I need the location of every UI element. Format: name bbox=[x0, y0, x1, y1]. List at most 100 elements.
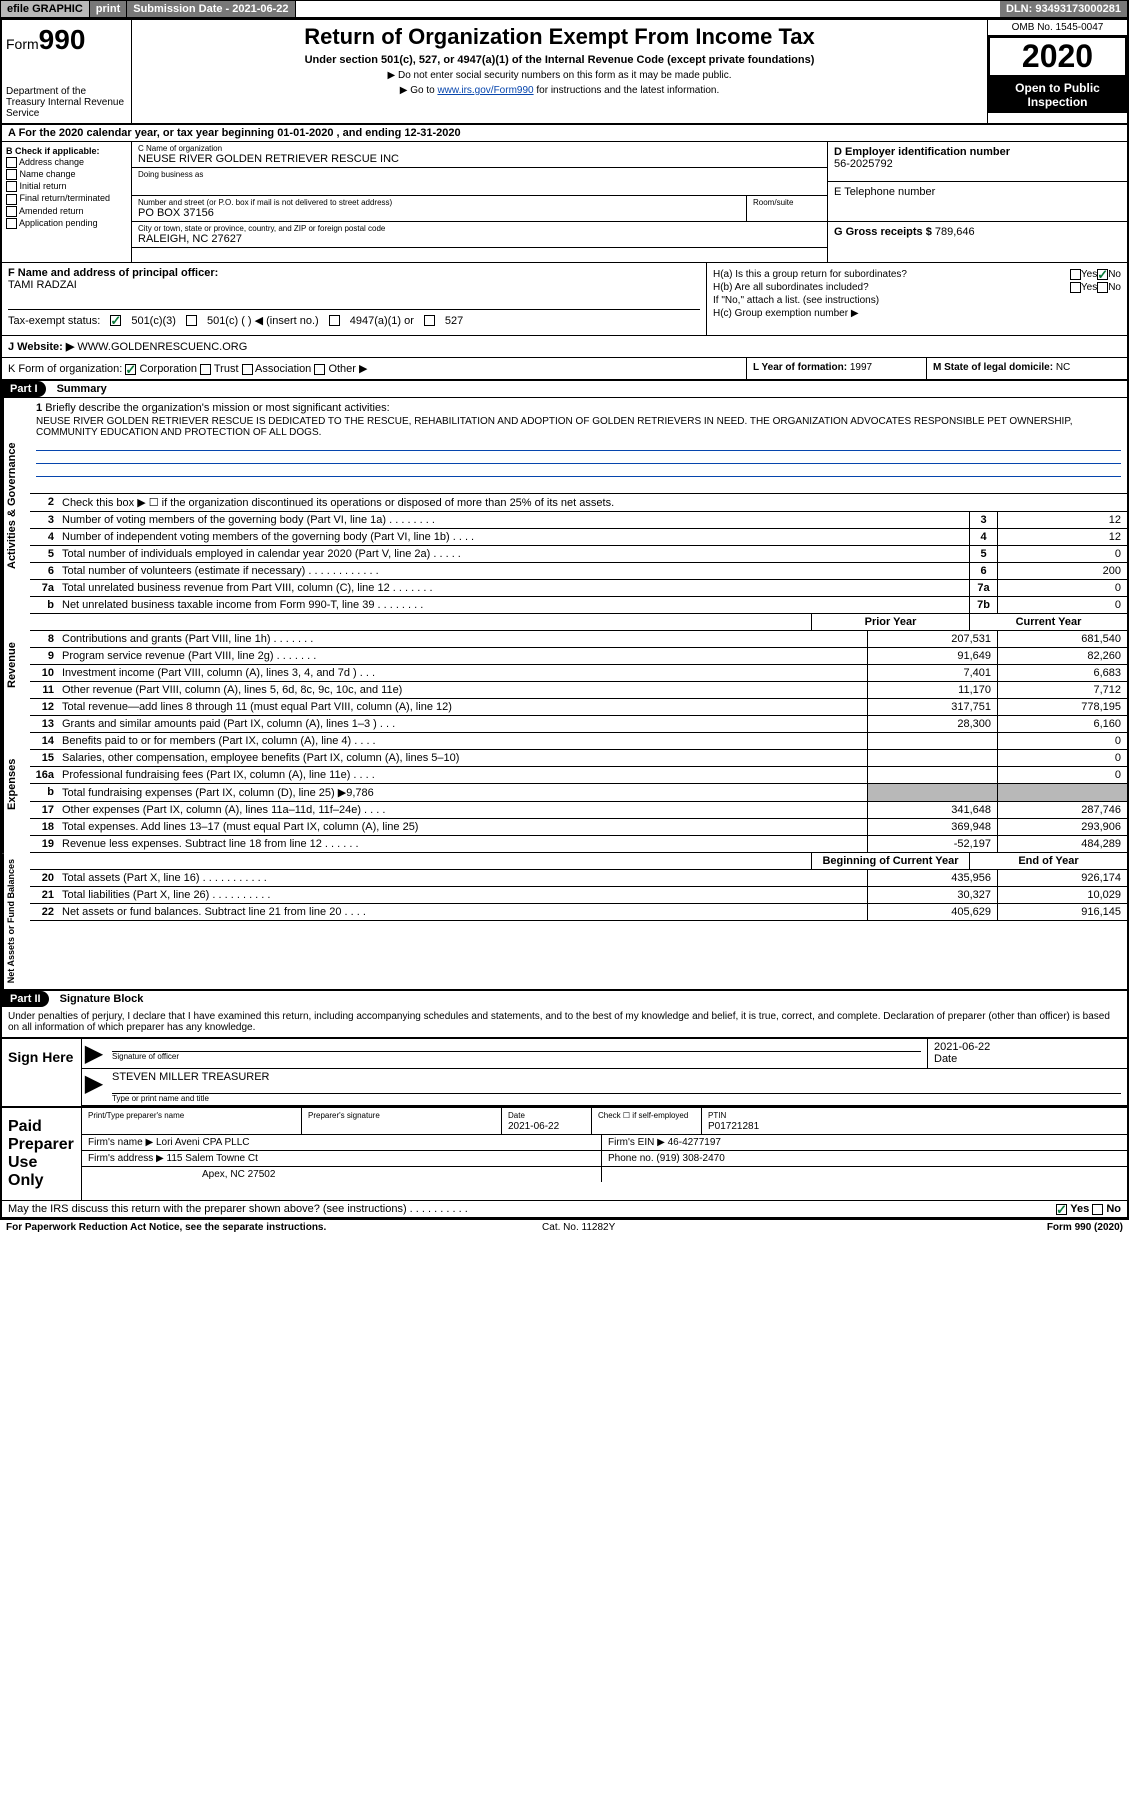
firm-addr-label: Firm's address ▶ bbox=[88, 1153, 164, 1164]
sign-here-label: Sign Here bbox=[2, 1039, 82, 1106]
cb-other[interactable] bbox=[314, 364, 325, 375]
table-row: 20Total assets (Part X, line 16) . . . .… bbox=[30, 870, 1127, 887]
website-label: J Website: ▶ bbox=[8, 341, 74, 353]
firm-name-label: Firm's name ▶ bbox=[88, 1137, 153, 1148]
cb-app-pending[interactable]: Application pending bbox=[6, 218, 127, 229]
ptin-value: P01721281 bbox=[708, 1121, 759, 1132]
calendar-year-line: A For the 2020 calendar year, or tax yea… bbox=[2, 125, 1127, 142]
hb-yes[interactable] bbox=[1070, 282, 1081, 293]
table-row: 17Other expenses (Part IX, column (A), l… bbox=[30, 802, 1127, 819]
city-state-zip: RALEIGH, NC 27627 bbox=[138, 233, 821, 245]
discuss-no[interactable] bbox=[1092, 1204, 1103, 1215]
gross-label: G Gross receipts $ bbox=[834, 226, 932, 238]
current-year-hdr: Current Year bbox=[969, 614, 1127, 630]
table-row: 11Other revenue (Part VIII, column (A), … bbox=[30, 682, 1127, 699]
phone-label: Phone no. bbox=[608, 1153, 654, 1164]
cb-4947[interactable] bbox=[329, 315, 340, 326]
table-row: 21Total liabilities (Part X, line 26) . … bbox=[30, 887, 1127, 904]
vtab-governance: Activities & Governance bbox=[2, 398, 30, 614]
table-row: 16aProfessional fundraising fees (Part I… bbox=[30, 767, 1127, 784]
form-subtitle: Under section 501(c), 527, or 4947(a)(1)… bbox=[136, 54, 983, 66]
end-year-hdr: End of Year bbox=[969, 853, 1127, 869]
phone-value: (919) 308-2470 bbox=[656, 1153, 724, 1164]
org-name-label: C Name of organization bbox=[138, 144, 821, 153]
vtab-netassets: Net Assets or Fund Balances bbox=[2, 853, 30, 989]
form-title: Return of Organization Exempt From Incom… bbox=[136, 24, 983, 50]
cb-501c3[interactable] bbox=[110, 315, 121, 326]
cb-corp[interactable] bbox=[125, 364, 136, 375]
note-ssn: ▶ Do not enter social security numbers o… bbox=[136, 70, 983, 81]
self-emp-label: Check ☐ if self-employed bbox=[598, 1111, 688, 1120]
beginning-year-hdr: Beginning of Current Year bbox=[811, 853, 969, 869]
note-goto: ▶ Go to www.irs.gov/Form990 for instruct… bbox=[136, 85, 983, 96]
website-url: WWW.GOLDENRESCUENC.ORG bbox=[77, 341, 247, 353]
form-footer: Form 990 (2020) bbox=[1047, 1222, 1123, 1233]
cb-trust[interactable] bbox=[200, 364, 211, 375]
firm-name: Lori Aveni CPA PLLC bbox=[156, 1137, 250, 1148]
officer-printed-name: STEVEN MILLER TREASURER bbox=[112, 1071, 1121, 1083]
omb-number: OMB No. 1545-0047 bbox=[988, 20, 1127, 36]
table-row: 9Program service revenue (Part VIII, lin… bbox=[30, 648, 1127, 665]
firm-addr1: 115 Salem Towne Ct bbox=[167, 1153, 258, 1164]
cb-final-return[interactable]: Final return/terminated bbox=[6, 193, 127, 204]
cb-name-change[interactable]: Name change bbox=[6, 169, 127, 180]
street-address: PO BOX 37156 bbox=[138, 207, 740, 219]
org-name: NEUSE RIVER GOLDEN RETRIEVER RESCUE INC bbox=[138, 153, 821, 165]
prep-date-label: Date bbox=[508, 1111, 525, 1120]
table-row: 15Salaries, other compensation, employee… bbox=[30, 750, 1127, 767]
officer-label: F Name and address of principal officer: bbox=[8, 267, 700, 279]
cb-527[interactable] bbox=[424, 315, 435, 326]
table-row: 18Total expenses. Add lines 13–17 (must … bbox=[30, 819, 1127, 836]
hb-no[interactable] bbox=[1097, 282, 1108, 293]
efile-label: efile GRAPHIC bbox=[1, 1, 90, 17]
cb-assoc[interactable] bbox=[242, 364, 253, 375]
dln-label: DLN: 93493173000281 bbox=[1000, 1, 1128, 17]
table-row: 12Total revenue—add lines 8 through 11 (… bbox=[30, 699, 1127, 716]
paid-preparer-label: Paid Preparer Use Only bbox=[2, 1108, 82, 1200]
officer-sig-label: Signature of officer bbox=[112, 1051, 921, 1061]
ha-question: H(a) Is this a group return for subordin… bbox=[713, 269, 1070, 280]
ha-no[interactable] bbox=[1097, 269, 1108, 280]
cb-address-change[interactable]: Address change bbox=[6, 157, 127, 168]
ptin-label: PTIN bbox=[708, 1111, 726, 1120]
ha-yes[interactable] bbox=[1070, 269, 1081, 280]
prior-year-hdr: Prior Year bbox=[811, 614, 969, 630]
hb-question: H(b) Are all subordinates included? bbox=[713, 282, 1070, 293]
part2-header: Part II bbox=[2, 991, 49, 1007]
discuss-yes[interactable] bbox=[1056, 1204, 1067, 1215]
hc-label: H(c) Group exemption number ▶ bbox=[713, 308, 859, 319]
room-label: Room/suite bbox=[753, 198, 821, 207]
prep-date: 2021-06-22 bbox=[508, 1121, 559, 1132]
mission-text: NEUSE RIVER GOLDEN RETRIEVER RESCUE IS D… bbox=[36, 416, 1121, 438]
state-domicile: NC bbox=[1056, 362, 1070, 373]
firm-ein-label: Firm's EIN ▶ bbox=[608, 1137, 665, 1148]
exempt-label: Tax-exempt status: bbox=[8, 315, 100, 327]
prep-name-label: Print/Type preparer's name bbox=[88, 1111, 184, 1120]
officer-name-label: Type or print name and title bbox=[112, 1093, 1121, 1103]
discuss-question: May the IRS discuss this return with the… bbox=[8, 1203, 468, 1215]
part1-title: Summary bbox=[57, 383, 107, 395]
cb-amended[interactable]: Amended return bbox=[6, 206, 127, 217]
table-row: 14Benefits paid to or for members (Part … bbox=[30, 733, 1127, 750]
sig-arrow-icon: ▶ bbox=[82, 1039, 106, 1068]
mission-label: Briefly describe the organization's miss… bbox=[45, 402, 389, 414]
cb-501c[interactable] bbox=[186, 315, 197, 326]
tel-label: E Telephone number bbox=[834, 186, 1121, 198]
submission-date: Submission Date - 2021-06-22 bbox=[127, 1, 295, 17]
irs-link[interactable]: www.irs.gov/Form990 bbox=[437, 85, 533, 96]
officer-name: TAMI RADZAI bbox=[8, 279, 700, 291]
firm-addr2: Apex, NC 27502 bbox=[82, 1167, 602, 1182]
table-row: bTotal fundraising expenses (Part IX, co… bbox=[30, 784, 1127, 802]
form-number: Form990 bbox=[6, 24, 127, 56]
cb-initial-return[interactable]: Initial return bbox=[6, 181, 127, 192]
ein-label: D Employer identification number bbox=[834, 146, 1121, 158]
inspection-label: Open to Public Inspection bbox=[988, 77, 1127, 113]
l-label: L Year of formation: bbox=[753, 362, 847, 373]
year-formation: 1997 bbox=[850, 362, 872, 373]
penalty-text: Under penalties of perjury, I declare th… bbox=[2, 1007, 1127, 1037]
sig-date: 2021-06-22 bbox=[934, 1041, 1121, 1053]
table-row: 8Contributions and grants (Part VIII, li… bbox=[30, 631, 1127, 648]
vtab-revenue: Revenue bbox=[2, 614, 30, 716]
table-row: 10Investment income (Part VIII, column (… bbox=[30, 665, 1127, 682]
print-button[interactable]: print bbox=[90, 1, 127, 17]
